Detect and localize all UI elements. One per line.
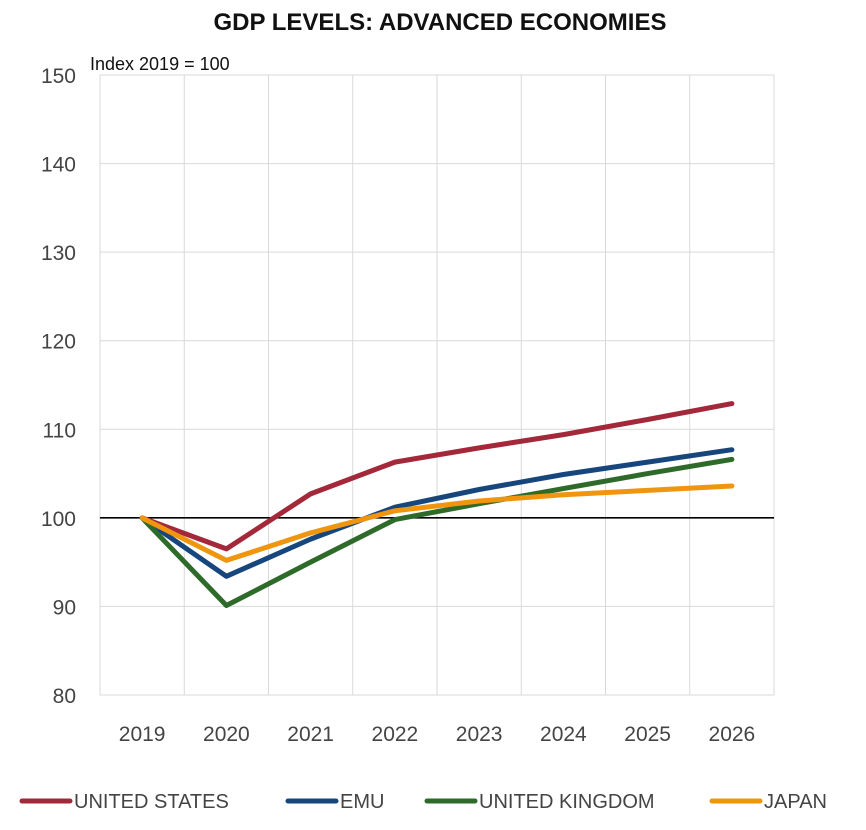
unit-label: Index 2019 = 100 (90, 54, 230, 74)
series-line-united-kingdom (139, 456, 735, 608)
legend-label: UNITED STATES (74, 791, 229, 813)
x-tick-label: 2021 (287, 723, 334, 746)
series-line-japan (139, 483, 735, 563)
x-tick-label: 2019 (119, 723, 166, 746)
y-tick-label: 130 (41, 242, 76, 265)
gridlines (99, 74, 775, 696)
axes: 80 90 100 110 120 130 140 150 2019 2020 2021 2022 20… (41, 65, 774, 746)
series-line-emu (139, 447, 735, 579)
y-tick-label: 100 (41, 508, 76, 531)
y-tick-label: 80 (53, 685, 76, 708)
x-tick-label: 2026 (709, 723, 756, 746)
y-tick-label: 110 (43, 419, 76, 442)
chart-title: GDP LEVELS: ADVANCED ECONOMIES (214, 9, 667, 36)
y-tick-label: 90 (53, 596, 76, 619)
series-line-united-states (139, 401, 735, 552)
series-lines (139, 401, 735, 608)
x-tick-label: 2023 (456, 723, 503, 746)
legend-label: UNITED KINGDOM (479, 791, 655, 813)
x-tick-label: 2020 (203, 723, 250, 746)
legend: UNITED STATES EMU UNITED KINGDOM JAPAN (19, 791, 827, 813)
x-tick-label: 2025 (624, 723, 671, 746)
y-tick-label: 120 (41, 331, 76, 354)
x-tick-label: 2022 (372, 723, 419, 746)
y-tick-label: 140 (41, 154, 76, 177)
legend-label: EMU (340, 791, 384, 813)
x-tick-label: 2024 (540, 723, 587, 746)
y-tick-label: 150 (41, 65, 76, 88)
legend-label: JAPAN (764, 791, 827, 813)
